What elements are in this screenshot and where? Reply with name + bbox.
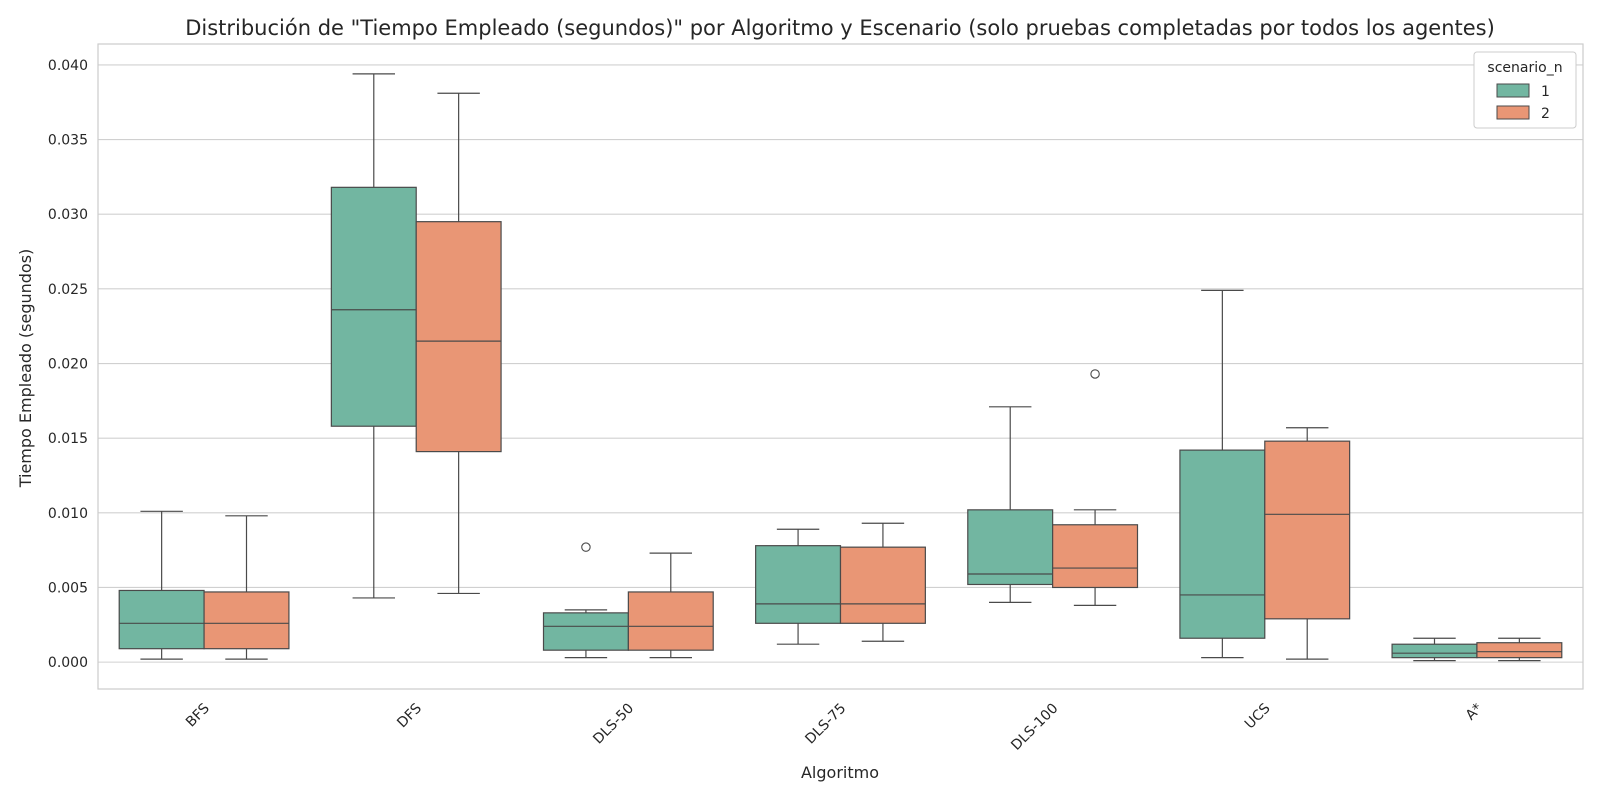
legend-swatch-scenario-1 (1496, 83, 1530, 98)
box-DFS-scenario-1 (330, 73, 417, 599)
legend-label-scenario-2: 2 (1541, 106, 1550, 122)
box-DLS-50-scenario-2 (627, 552, 714, 659)
x-tick-label: DLS-50 (590, 701, 637, 748)
box-DLS-50-scenario-1 (542, 542, 629, 659)
iqr-box (627, 591, 714, 651)
iqr-box (1179, 449, 1266, 639)
box-BFS-scenario-1 (118, 510, 205, 660)
iqr-box (1476, 642, 1563, 659)
outlier-point (1090, 369, 1100, 379)
iqr-box (839, 546, 926, 624)
box-BFS-scenario-2 (203, 515, 290, 660)
box-DLS-75-scenario-1 (755, 528, 842, 645)
x-tick-label: DFS (394, 700, 425, 731)
y-tick-label: 0.035 (48, 133, 88, 149)
y-tick-label: 0.000 (48, 655, 88, 671)
box-DFS-scenario-2 (415, 92, 502, 595)
x-tick-label: UCS (1242, 700, 1274, 732)
legend-swatch-scenario-2 (1496, 105, 1530, 120)
box-series (118, 73, 1563, 662)
iqr-box (415, 221, 502, 453)
legend-label-scenario-1: 1 (1541, 84, 1550, 100)
plot-frame (97, 43, 1584, 690)
iqr-box (755, 545, 842, 624)
y-tick-label: 0.030 (48, 207, 88, 223)
iqr-box (1052, 524, 1139, 589)
x-tick-label: BFS (183, 700, 213, 730)
box-DLS-100-scenario-2 (1052, 369, 1139, 606)
y-tick-labels: 0.000 0.005 0.010 0.015 0.020 0.025 0.030 0.035… (48, 58, 88, 671)
chart-title: Distribución de "Tiempo Empleado (segund… (185, 16, 1495, 40)
iqr-box (1391, 643, 1478, 659)
x-tick-label: DLS-75 (802, 701, 849, 748)
y-tick-label: 0.015 (48, 431, 88, 447)
box-A*-scenario-1 (1391, 637, 1478, 662)
box-A*-scenario-2 (1476, 637, 1563, 662)
y-tick-label: 0.020 (48, 357, 88, 373)
outlier-point (581, 542, 591, 552)
y-tick-label: 0.040 (48, 58, 88, 74)
iqr-box (203, 591, 290, 650)
legend: scenario_n 1 2 (1473, 51, 1577, 129)
iqr-box (1264, 440, 1351, 620)
legend-title: scenario_n (1487, 60, 1562, 76)
box-DLS-100-scenario-1 (967, 406, 1054, 604)
x-tick-labels: BFS DFS DLS-50 DLS-75 DLS-100 UCS A* (183, 700, 1486, 753)
y-tick-label: 0.025 (48, 282, 88, 298)
box-UCS-scenario-2 (1264, 427, 1351, 660)
iqr-box (330, 186, 417, 427)
box-UCS-scenario-1 (1179, 289, 1266, 659)
iqr-box (542, 612, 629, 651)
box-DLS-75-scenario-2 (839, 522, 926, 642)
iqr-box (118, 589, 205, 650)
y-tick-label: 0.010 (48, 506, 88, 522)
y-tick-label: 0.005 (48, 580, 88, 596)
y-axis-label: Tiempo Empleado (segundos) (16, 249, 35, 489)
x-tick-label: DLS-100 (1008, 701, 1061, 754)
x-tick-label: A* (1463, 701, 1486, 724)
iqr-box (967, 509, 1054, 586)
x-axis-label: Algoritmo (801, 763, 879, 782)
